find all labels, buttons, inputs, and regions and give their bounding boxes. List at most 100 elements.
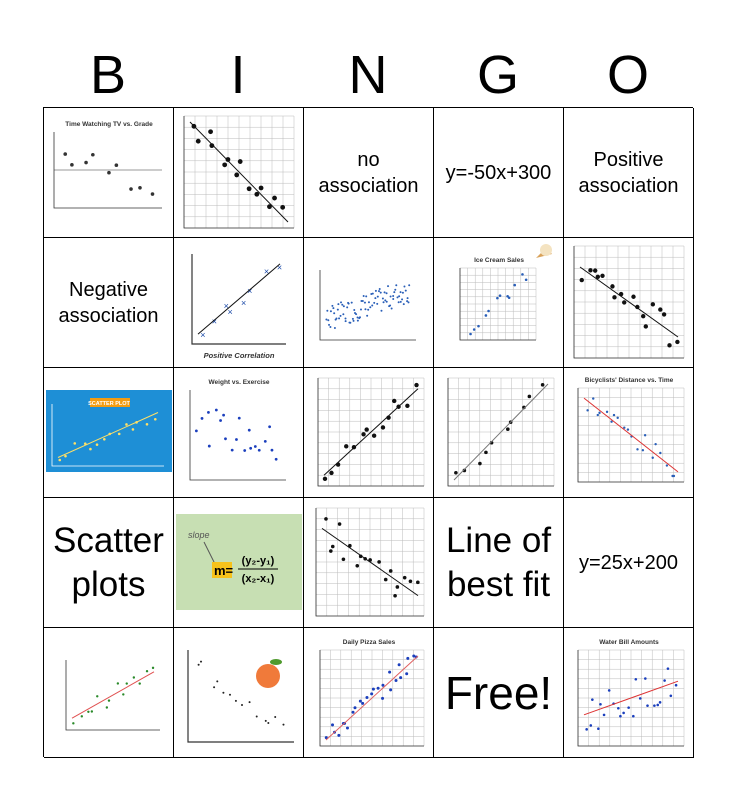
point (368, 305, 371, 308)
point (634, 304, 640, 309)
point (270, 448, 273, 452)
point (336, 308, 339, 311)
point (333, 326, 336, 329)
point (253, 444, 257, 448)
bingo-square: Weight vs. Exercise (174, 368, 304, 498)
bingo-square: Line of best fit (434, 498, 564, 628)
point (397, 662, 401, 666)
point: × (223, 300, 228, 310)
point (339, 300, 342, 303)
axes (65, 659, 160, 730)
point (69, 162, 74, 167)
point (674, 339, 680, 344)
point (374, 289, 377, 292)
point (365, 314, 368, 317)
point (348, 321, 351, 324)
point: × (263, 266, 268, 276)
square-picture (65, 659, 160, 730)
point (266, 721, 269, 724)
point (151, 666, 154, 669)
point (332, 311, 335, 314)
point (325, 309, 328, 312)
point (404, 403, 410, 408)
square-picture (573, 245, 684, 358)
point: × (247, 286, 252, 296)
point (62, 151, 67, 156)
point (128, 186, 133, 191)
square-picture: Daily Pizza Sales (319, 639, 424, 746)
point (378, 287, 381, 290)
point (360, 431, 366, 436)
point (364, 294, 367, 297)
point (380, 424, 385, 430)
point (385, 300, 388, 303)
bingo-square: no association (304, 108, 434, 238)
point (363, 301, 366, 304)
point (371, 292, 374, 295)
point (326, 318, 329, 321)
point (406, 300, 409, 303)
point (274, 457, 278, 461)
point (495, 296, 499, 299)
square-picture (447, 377, 554, 486)
picture-background (175, 513, 302, 610)
point (395, 295, 398, 298)
point (393, 288, 396, 291)
picture-caption: Ice Cream Sales (474, 257, 524, 264)
point (408, 578, 412, 583)
point (237, 158, 243, 164)
point (373, 296, 376, 299)
point (595, 274, 600, 279)
point (379, 291, 382, 294)
point (394, 283, 397, 286)
bingo-square (304, 238, 434, 368)
column-letter: B (89, 45, 127, 105)
point (341, 557, 345, 561)
axes (577, 649, 684, 746)
point (195, 138, 201, 144)
picture-caption: Time Watching TV vs. Grade (65, 121, 153, 128)
point (124, 422, 128, 426)
point (658, 700, 661, 704)
bingo-square: Negative association (44, 238, 174, 368)
point (622, 425, 625, 429)
trend-line (583, 397, 678, 472)
point (376, 295, 379, 298)
point (413, 382, 419, 387)
point (363, 426, 369, 432)
square-picture: Bicyclists' Distance vs. Time (577, 377, 684, 482)
point (336, 302, 339, 305)
point (376, 559, 381, 564)
point (405, 656, 409, 660)
point (661, 311, 666, 317)
point (83, 160, 88, 164)
point (596, 726, 600, 730)
point (381, 297, 384, 300)
point (221, 413, 225, 417)
point (597, 411, 601, 414)
point (125, 681, 128, 685)
axes (459, 267, 536, 340)
point (631, 714, 635, 717)
point (344, 319, 347, 322)
point (665, 463, 668, 467)
point (407, 283, 410, 286)
point (330, 722, 334, 726)
axes (573, 245, 684, 358)
point (359, 308, 362, 311)
point (352, 705, 356, 709)
point (106, 170, 111, 175)
point (641, 448, 644, 451)
axes (319, 269, 416, 340)
point (345, 305, 348, 308)
point (329, 309, 332, 312)
point (354, 312, 357, 315)
point (351, 710, 355, 714)
point (354, 563, 359, 568)
point (328, 325, 331, 328)
point (206, 410, 210, 414)
point (626, 705, 630, 709)
point (630, 294, 636, 299)
point (337, 521, 341, 526)
